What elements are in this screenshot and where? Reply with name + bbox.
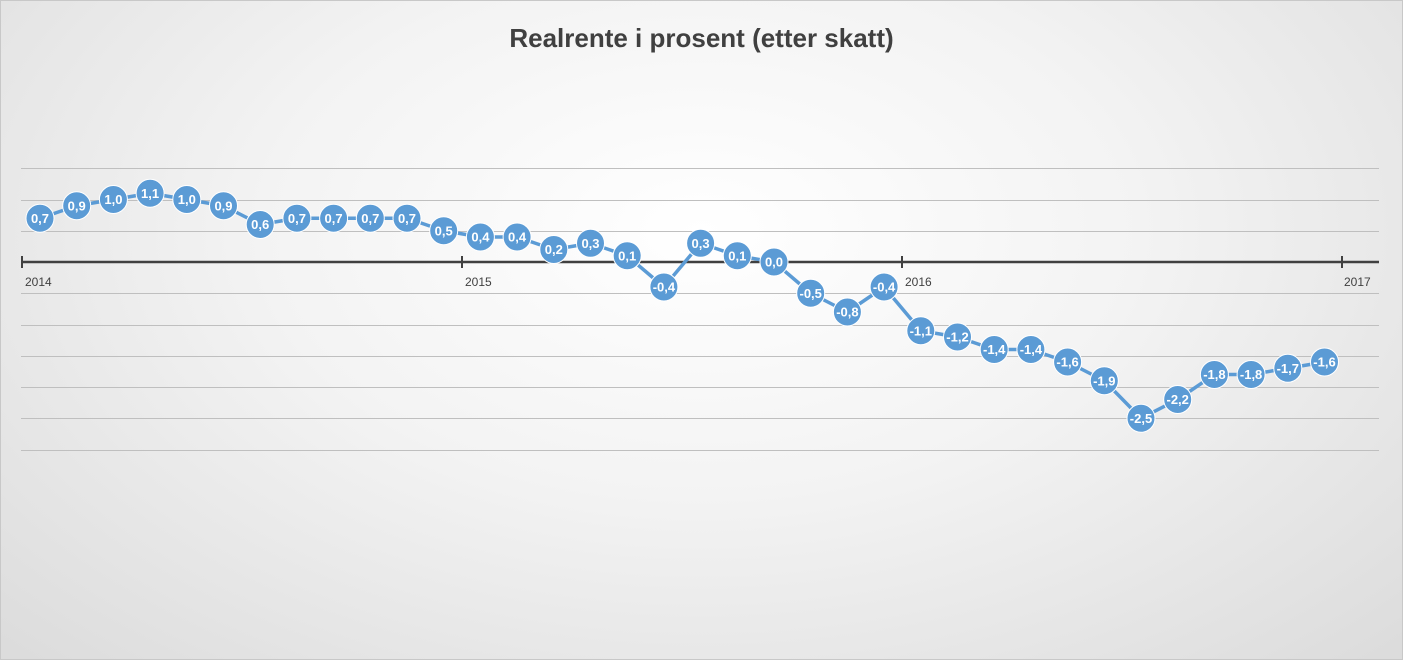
x-tick-label: 2016 <box>905 275 932 289</box>
data-point <box>796 278 826 308</box>
data-label: 0,4 <box>508 230 527 245</box>
data-label: 0,6 <box>251 217 269 232</box>
data-point <box>1273 353 1303 383</box>
data-point <box>465 222 495 252</box>
data-label: 0,4 <box>471 230 490 245</box>
data-point <box>172 185 202 214</box>
data-point <box>1163 385 1193 414</box>
data-label: 0,9 <box>214 198 232 213</box>
data-point <box>282 203 312 233</box>
data-point <box>1310 347 1339 377</box>
data-label: -1,1 <box>910 323 932 338</box>
data-point <box>245 210 275 239</box>
data-label: -1,6 <box>1313 355 1335 370</box>
data-label: 0,7 <box>31 211 49 226</box>
data-point <box>1016 335 1046 364</box>
data-label: -1,8 <box>1240 367 1262 382</box>
x-tick-label: 2017 <box>1344 275 1371 289</box>
data-label: -1,2 <box>946 330 968 345</box>
data-point <box>576 228 605 258</box>
data-label: 0,7 <box>361 211 379 226</box>
data-point <box>319 203 349 233</box>
data-points: 0,7 0,9 1,0 1,1 1,0 0,9 0,6 0,7 0,7 0,7 0,7 0,5 0,4 0… <box>25 178 1339 433</box>
data-label: 1,1 <box>141 186 159 201</box>
data-label: 1,0 <box>178 192 196 207</box>
data-label: -1,4 <box>1020 342 1043 357</box>
data-point <box>612 241 642 271</box>
data-label: -1,6 <box>1056 355 1078 370</box>
data-point <box>98 185 128 214</box>
data-label: 0,7 <box>325 211 343 226</box>
data-label: -1,7 <box>1277 361 1299 376</box>
data-point <box>906 316 936 346</box>
data-point <box>649 272 679 302</box>
data-point <box>429 216 459 246</box>
data-point <box>869 272 899 302</box>
data-label: 0,1 <box>728 248 746 263</box>
x-axis: 2014 2015 2016 2017 <box>21 256 1379 289</box>
data-label: -1,8 <box>1203 367 1225 382</box>
data-label: 0,9 <box>68 198 86 213</box>
data-label: 0,7 <box>288 211 306 226</box>
data-point <box>686 228 716 258</box>
data-point <box>539 235 569 264</box>
data-label: -0,4 <box>653 280 676 295</box>
data-point <box>1053 347 1083 377</box>
data-point <box>135 178 165 208</box>
x-tick-label: 2015 <box>465 275 492 289</box>
data-label: -0,5 <box>799 286 821 301</box>
data-point <box>943 322 972 352</box>
data-label: -2,5 <box>1130 411 1152 426</box>
data-point <box>502 222 532 252</box>
data-point <box>209 191 238 221</box>
data-label: 1,0 <box>104 192 122 207</box>
x-tick-label: 2014 <box>25 275 52 289</box>
data-label: -0,8 <box>836 305 858 320</box>
data-point <box>759 247 789 277</box>
data-point <box>25 203 55 233</box>
data-point <box>1236 360 1266 389</box>
data-point <box>355 203 385 233</box>
data-point <box>1089 366 1119 396</box>
data-point <box>832 297 862 327</box>
data-label: 0,0 <box>765 255 783 270</box>
data-label: -1,4 <box>983 342 1006 357</box>
data-label: -2,2 <box>1166 392 1188 407</box>
data-label: 0,2 <box>545 242 563 257</box>
data-label: -0,4 <box>873 280 896 295</box>
data-point <box>979 335 1009 364</box>
data-label: 0,3 <box>692 236 710 251</box>
chart-title: Realrente i prosent (etter skatt) <box>509 23 894 53</box>
data-label: 0,1 <box>618 248 636 263</box>
data-point <box>62 191 92 221</box>
series-line <box>39 191 1325 420</box>
data-label: 0,7 <box>398 211 416 226</box>
data-label: -1,9 <box>1093 373 1115 388</box>
data-point <box>1199 360 1229 389</box>
data-label: 0,3 <box>581 236 599 251</box>
data-point <box>1126 403 1156 433</box>
data-point <box>722 241 752 271</box>
data-label: 0,5 <box>435 223 453 238</box>
series-polyline <box>39 191 1325 420</box>
data-point <box>392 203 422 233</box>
